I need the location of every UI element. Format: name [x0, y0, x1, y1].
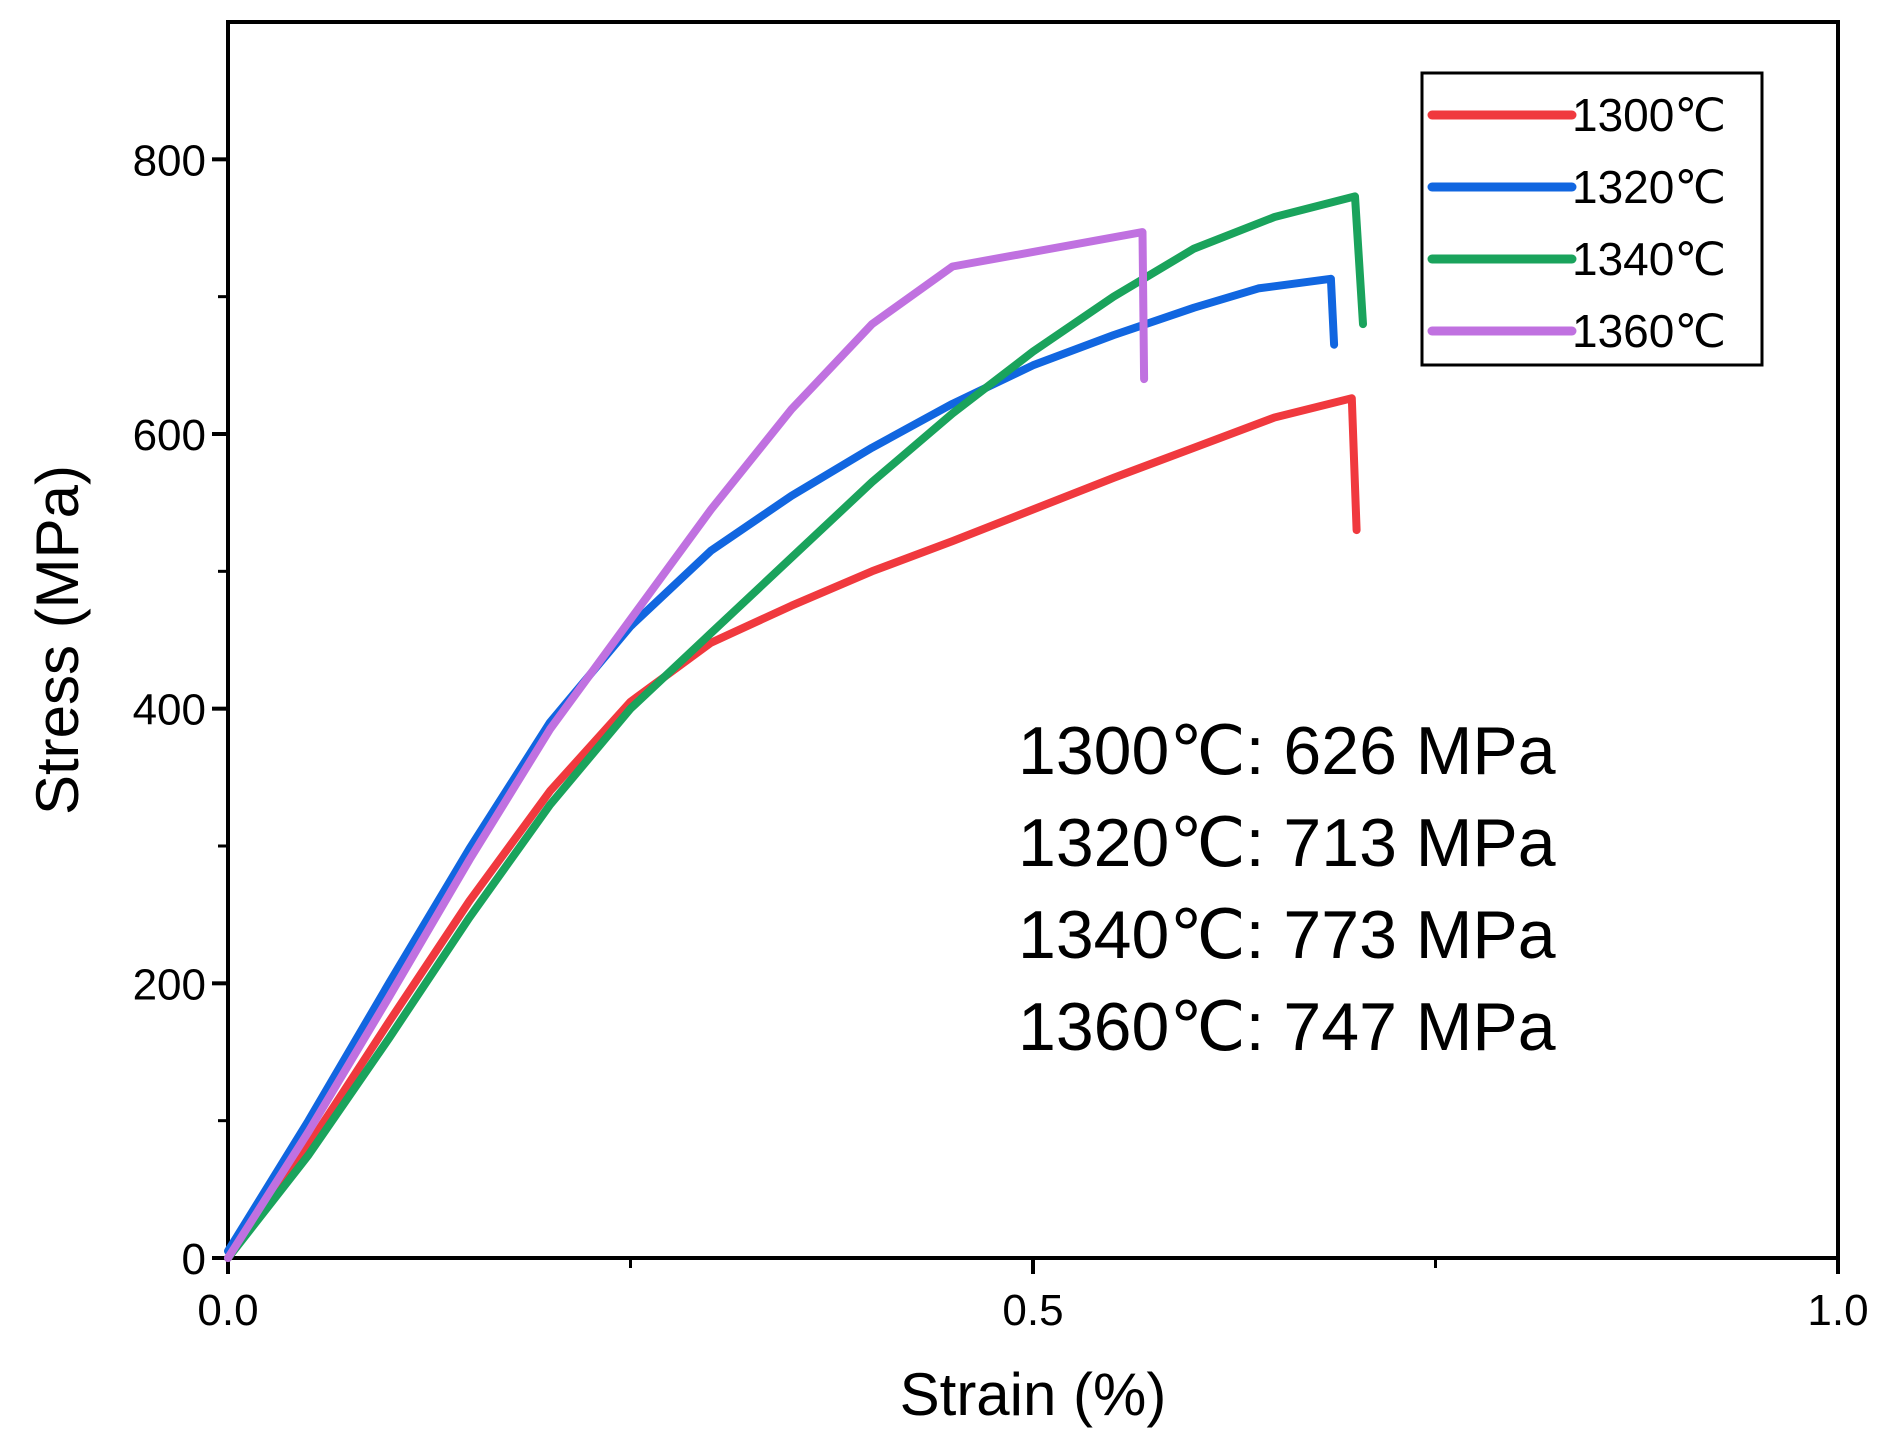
legend: 1300℃ 1320℃ 1340℃ 1360℃ — [1420, 71, 1764, 367]
y-tick-label: 200 — [133, 960, 206, 1009]
series-line-2 — [224, 274, 1339, 1256]
x-tick-label: 1.0 — [1807, 1286, 1868, 1335]
legend-box — [1420, 71, 1764, 367]
legend-label: 1360℃ — [1572, 305, 1726, 357]
y-tick-label: 600 — [133, 411, 206, 460]
x-axis-title: Strain (%) — [900, 1361, 1167, 1428]
y-tick-label: 800 — [133, 136, 206, 185]
annotation-text: 1340℃: 773 MPa — [1018, 897, 1556, 973]
x-tick-label: 0.5 — [1002, 1286, 1063, 1335]
x-tick-label: 0.0 — [197, 1286, 258, 1335]
y-tick-label: 0 — [182, 1235, 206, 1284]
y-axis-title: Stress (MPa) — [24, 465, 91, 815]
annotation-text: 1320℃: 713 MPa — [1018, 805, 1556, 881]
y-tick-label: 400 — [133, 686, 206, 735]
series-line-3 — [224, 192, 1367, 1262]
annotations: 1300℃: 626 MPa 1320℃: 713 MPa 1340℃: 773 M… — [1018, 713, 1556, 1065]
series-line-1 — [224, 394, 1361, 1262]
legend-label: 1320℃ — [1572, 161, 1726, 213]
y-axis: 0 200 400 600 800 — [133, 136, 228, 1284]
annotation-text: 1360℃: 747 MPa — [1018, 989, 1556, 1065]
legend-label: 1340℃ — [1572, 233, 1726, 285]
legend-label: 1300℃ — [1572, 89, 1726, 141]
annotation-text: 1300℃: 626 MPa — [1018, 713, 1556, 789]
series-line-4 — [224, 228, 1149, 1262]
series-layer — [224, 192, 1367, 1262]
x-axis: 0.0 0.5 1.0 — [197, 1258, 1869, 1335]
